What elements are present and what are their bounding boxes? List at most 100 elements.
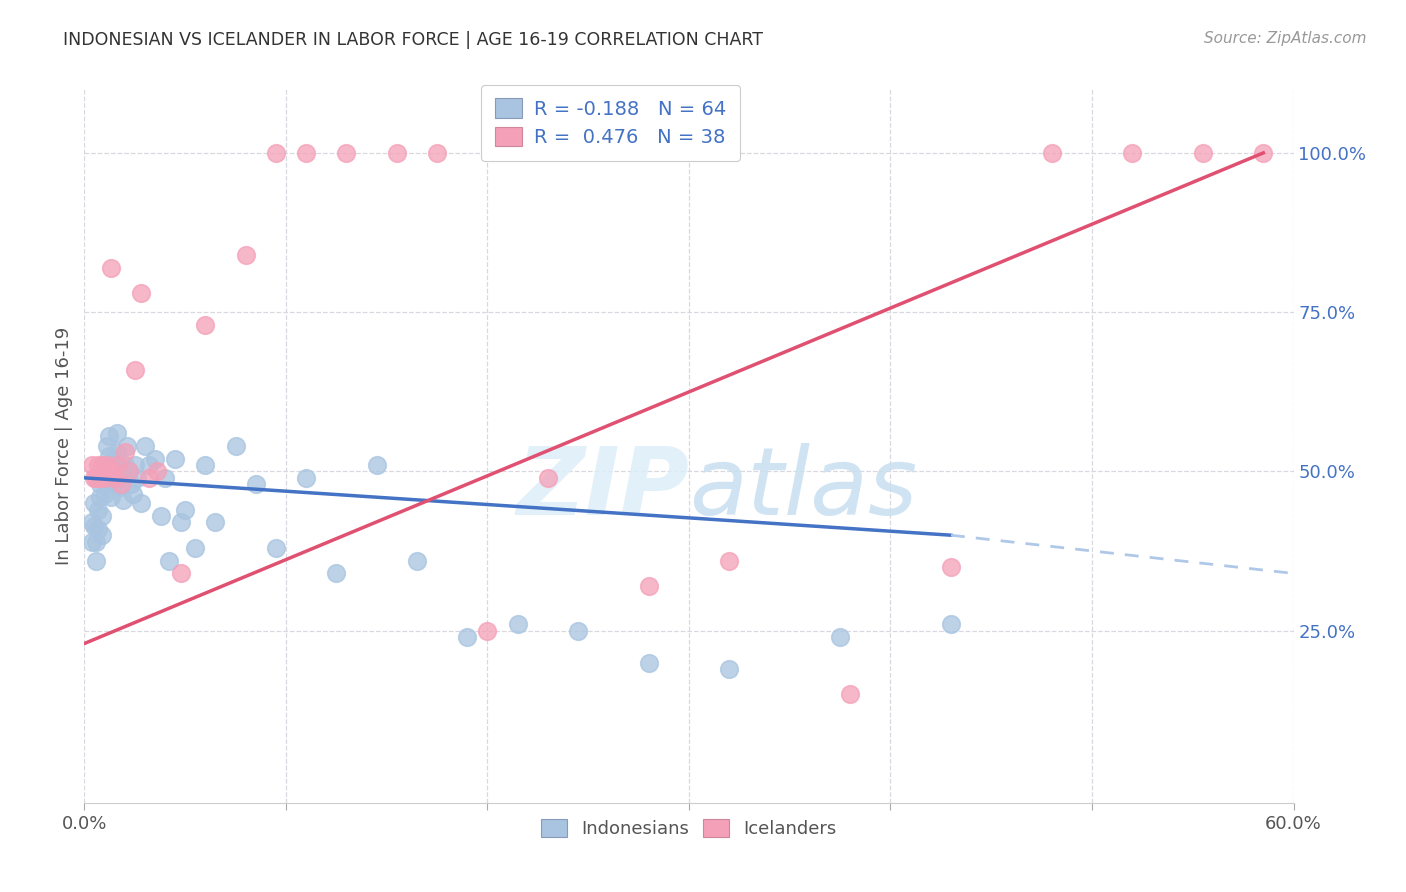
Legend: Indonesians, Icelanders: Indonesians, Icelanders [533, 810, 845, 847]
Point [184, 541, 207, 555]
Point [366, 458, 388, 472]
Point [129, 496, 152, 510]
Point [165, 451, 187, 466]
Point [637, 656, 659, 670]
Point [1040, 145, 1063, 160]
Point [456, 630, 478, 644]
Text: Source: ZipAtlas.com: Source: ZipAtlas.com [1204, 31, 1367, 46]
Point [89, 490, 111, 504]
Point [264, 145, 287, 160]
Point [97, 429, 120, 443]
Point [295, 145, 318, 160]
Point [105, 458, 128, 472]
Point [105, 426, 128, 441]
Point [143, 451, 166, 466]
Point [82, 516, 104, 530]
Point [110, 477, 132, 491]
Point [101, 477, 124, 491]
Point [129, 286, 152, 301]
Point [96, 439, 118, 453]
Point [83, 496, 105, 510]
Point [86, 534, 108, 549]
Point [134, 439, 156, 453]
Point [87, 458, 110, 472]
Point [96, 458, 118, 472]
Point [1121, 145, 1143, 160]
Point [1253, 145, 1275, 160]
Point [89, 471, 111, 485]
Point [87, 502, 110, 516]
Point [124, 458, 146, 472]
Point [153, 471, 176, 485]
Point [101, 465, 124, 479]
Point [89, 477, 111, 491]
Point [87, 522, 110, 536]
Point [91, 458, 114, 472]
Point [839, 688, 862, 702]
Point [114, 445, 136, 459]
Point [83, 518, 105, 533]
Point [170, 516, 193, 530]
Point [93, 471, 115, 485]
Point [335, 145, 357, 160]
Point [104, 451, 127, 466]
Point [86, 554, 108, 568]
Point [1192, 145, 1215, 160]
Point [325, 566, 347, 581]
Point [93, 487, 115, 501]
Point [104, 471, 127, 485]
Point [939, 560, 962, 574]
Point [174, 502, 197, 516]
Point [204, 516, 226, 530]
Point [124, 362, 146, 376]
Point [101, 458, 124, 472]
Point [93, 471, 115, 485]
Point [385, 145, 408, 160]
Point [115, 439, 138, 453]
Point [235, 248, 257, 262]
Point [121, 487, 143, 501]
Point [105, 445, 128, 459]
Point [83, 471, 105, 485]
Point [295, 471, 318, 485]
Point [91, 528, 114, 542]
Point [82, 534, 104, 549]
Text: ZIP: ZIP [516, 442, 689, 535]
Point [100, 490, 122, 504]
Text: INDONESIAN VS ICELANDER IN LABOR FORCE | AGE 16-19 CORRELATION CHART: INDONESIAN VS ICELANDER IN LABOR FORCE |… [63, 31, 763, 49]
Point [120, 477, 142, 491]
Point [170, 566, 193, 581]
Point [939, 617, 962, 632]
Text: atlas: atlas [689, 443, 917, 534]
Point [245, 477, 267, 491]
Point [118, 465, 141, 479]
Point [110, 480, 132, 494]
Point [477, 624, 499, 638]
Point [100, 260, 122, 275]
Point [194, 458, 217, 472]
Point [125, 471, 148, 485]
Point [157, 554, 180, 568]
Point [138, 471, 160, 485]
Point [114, 458, 136, 472]
Point [111, 493, 134, 508]
Point [82, 458, 104, 472]
Point [264, 541, 287, 555]
Point [138, 458, 160, 472]
Point [567, 624, 589, 638]
Point [91, 509, 114, 524]
Point [97, 465, 120, 479]
Point [537, 471, 560, 485]
Point [96, 458, 118, 472]
Point [718, 554, 741, 568]
Point [194, 318, 217, 332]
Point [118, 465, 141, 479]
Point [104, 471, 127, 485]
Point [426, 145, 449, 160]
Point [506, 617, 529, 632]
Point [637, 579, 659, 593]
Point [830, 630, 852, 644]
Point [107, 471, 129, 485]
Point [406, 554, 429, 568]
Point [97, 449, 120, 463]
